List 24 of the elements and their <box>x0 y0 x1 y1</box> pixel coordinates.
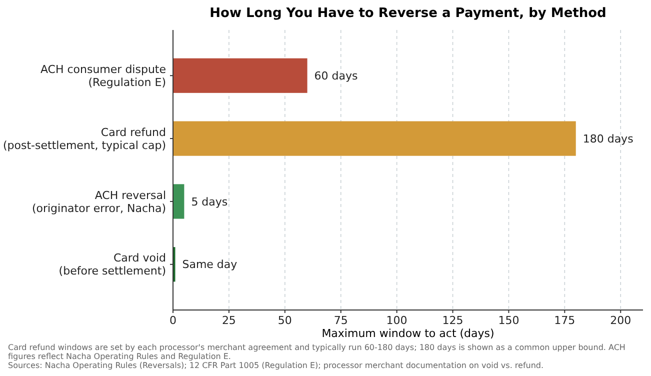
y-tick-label: ACH consumer dispute (Regulation E) <box>40 62 166 89</box>
data-label: 5 days <box>191 195 228 208</box>
x-tick-label: 175 <box>554 314 576 327</box>
x-axis-title: Maximum window to act (days) <box>322 327 494 340</box>
data-label: 180 days <box>582 132 634 146</box>
bar <box>173 121 576 156</box>
y-tick-label: Card refund (post-settlement, typical cap) <box>3 126 166 152</box>
y-tick-label: Card void (before settlement) <box>58 252 166 278</box>
bar <box>173 58 308 93</box>
x-tick-label: 25 <box>222 314 236 327</box>
x-tick-label: 125 <box>442 314 464 327</box>
bar <box>173 184 184 219</box>
x-tick-label: 0 <box>170 314 176 327</box>
source-note: Sources: Nacha Operating Rules (Reversals); 12 CFR Part 1005 (Regulation E); processor merchant documentation on void vs. refund. <box>8 361 545 371</box>
text: Card refund windows are set by each processor's merchant agreement and typically run 60-180 days; 180 days is shown as a common upper bound. ACH figures reflect Nacha Operating Rules and Regulation E. <box>8 343 626 362</box>
chart-title: How Long You Have to Reverse a Payment, by Method <box>210 6 606 21</box>
data-label: 60 days <box>314 69 358 82</box>
x-tick-label: 200 <box>610 314 632 327</box>
y-tick-label: ACH reversal (originator error, Nacha) <box>32 188 166 215</box>
x-tick-label: 50 <box>278 314 292 327</box>
x-tick-label: 150 <box>498 314 520 327</box>
x-tick-label: 75 <box>334 314 348 327</box>
x-tick-label: 100 <box>386 314 408 327</box>
data-label: Same day <box>182 258 238 272</box>
